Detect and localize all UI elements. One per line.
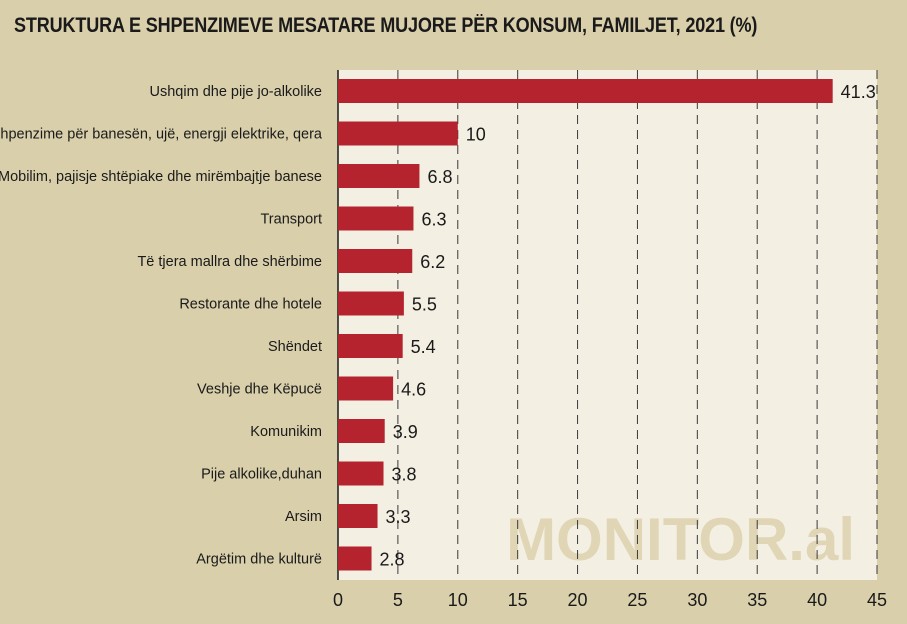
category-label: Pije alkolike,duhan	[201, 467, 322, 483]
value-label: 5.4	[411, 337, 436, 357]
bar	[338, 546, 372, 571]
x-tick-label: 5	[393, 590, 403, 610]
bars	[338, 79, 833, 571]
bar	[338, 249, 413, 273]
labels: Ushqim dhe pije jo-alkolike 41.3 Shpenzime…	[0, 82, 876, 570]
x-tick-label: 30	[687, 590, 707, 610]
value-label: 6.8	[427, 167, 452, 187]
category-label: Komunikim	[250, 424, 322, 440]
x-tick-label: 15	[508, 590, 528, 610]
x-tick-label: 35	[747, 590, 767, 610]
x-tick-label: 40	[807, 590, 827, 610]
x-tick-label: 20	[568, 590, 588, 610]
value-label: 2.8	[380, 550, 405, 570]
category-label: Shëndet	[268, 339, 322, 355]
plot-area	[338, 70, 877, 580]
x-tick-label: 25	[627, 590, 647, 610]
x-axis-ticks: 0 5 10 15 20 25 30 35 40 45	[333, 590, 887, 610]
value-label: 3.3	[386, 507, 411, 527]
category-label: Transport	[260, 212, 322, 228]
category-label: Të tjera mallra dhe shërbime	[137, 254, 322, 270]
bar	[338, 419, 385, 443]
value-label: 4.6	[401, 380, 426, 400]
x-tick-label: 45	[867, 590, 887, 610]
x-tick-label: 10	[448, 590, 468, 610]
bar	[338, 291, 404, 316]
category-label: Restorante dhe hotele	[179, 297, 322, 313]
category-label: Ushqim dhe pije jo-alkolike	[150, 84, 322, 100]
grid	[337, 70, 878, 580]
value-label: 41.3	[841, 82, 876, 102]
bar	[338, 461, 384, 486]
bar	[338, 164, 420, 188]
bar	[338, 334, 403, 358]
bar	[338, 504, 378, 528]
value-label: 6.2	[420, 252, 445, 272]
category-label: Veshje dhe Këpucë	[197, 382, 322, 398]
watermark: MONITOR.al	[506, 506, 855, 573]
value-label: 10	[466, 125, 486, 145]
chart-title: STRUKTURA E SHPENZIMEVE MESATARE MUJORE …	[14, 14, 758, 37]
category-label: Mobilim, pajisje shtëpiake dhe mirëmbajt…	[0, 169, 322, 185]
x-tick-label: 0	[333, 590, 343, 610]
bar	[338, 376, 394, 401]
category-label: Argëtim dhe kulturë	[196, 552, 322, 568]
value-label: 5.5	[412, 295, 437, 315]
bar	[338, 121, 458, 146]
value-label: 3.8	[392, 465, 417, 485]
bar	[338, 206, 414, 231]
value-label: 6.3	[421, 210, 446, 230]
bar	[338, 79, 833, 103]
value-label: 3.9	[393, 422, 418, 442]
category-label: Arsim	[285, 509, 322, 525]
category-label: Shpenzime për banesën, ujë, energji elek…	[0, 127, 323, 143]
